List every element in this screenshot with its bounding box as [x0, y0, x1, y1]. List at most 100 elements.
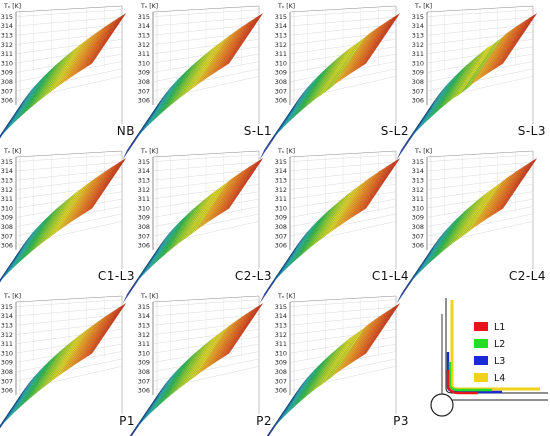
- surface-facet: [0, 277, 2, 281]
- z-tick-label: 310: [138, 59, 150, 67]
- z-axis-title: Tₙ [K]: [3, 3, 21, 10]
- z-tick-label: 306: [138, 387, 150, 395]
- z-tick-label: 312: [1, 186, 13, 194]
- axis-box: [289, 295, 397, 414]
- z-tick-label: 312: [138, 331, 150, 339]
- temperature-surface: [396, 158, 538, 304]
- temperature-surface: [0, 303, 127, 429]
- z-tick-label: 312: [412, 41, 424, 49]
- z-tick-label: 313: [138, 321, 150, 329]
- legend-label-l3: L3: [494, 356, 505, 367]
- panel-label: P1: [119, 414, 135, 428]
- z-tick-label: 313: [138, 31, 150, 39]
- z-tick-label: 315: [138, 13, 150, 21]
- temperature-surface: [0, 158, 127, 283]
- z-tick-label: 314: [275, 312, 287, 320]
- surface-facet: [362, 204, 369, 211]
- z-axis-title: Tₙ [K]: [414, 3, 432, 10]
- z-tick-label: 309: [138, 359, 150, 367]
- z-tick-label: 315: [412, 158, 424, 166]
- surface-panel-c2-l4: 306 307 308 309 310 311 312 313 314 315 Tₙ [K] C2-L…: [396, 147, 550, 304]
- surface-facet: [499, 204, 506, 211]
- surface-facet: [88, 204, 95, 211]
- z-axis-title: Tₙ [K]: [140, 293, 158, 300]
- z-tick-label: 315: [275, 158, 287, 166]
- axis-box: [15, 5, 123, 124]
- z-grid-line: [15, 68, 123, 92]
- z-tick-label: 314: [412, 167, 424, 175]
- z-tick-label: 313: [412, 176, 424, 184]
- z-tick-label: 306: [1, 97, 13, 105]
- temperature-surface: [259, 13, 401, 160]
- outer-wall-line: [445, 298, 548, 394]
- temperature-surface: [396, 13, 538, 160]
- z-grid-line: [426, 68, 534, 92]
- legend-swatch-l3: [474, 356, 488, 365]
- z-tick-label: 310: [1, 59, 13, 67]
- z-tick-label: 307: [275, 377, 287, 385]
- surface-panel-s-l2: 306 307 308 309 310 311 312 313 314 315 Tₙ [K] S-L2: [259, 2, 413, 160]
- z-tick-label: 306: [1, 242, 13, 250]
- legend-swatch-l4: [474, 373, 488, 382]
- z-tick-label: 314: [138, 312, 150, 320]
- z-tick-label: 307: [412, 87, 424, 95]
- z-tick-label: 308: [412, 78, 424, 86]
- surface-facet: [394, 158, 401, 164]
- z-tick-label: 307: [275, 232, 287, 240]
- surface-facet: [88, 59, 95, 66]
- z-tick-label: 307: [138, 232, 150, 240]
- panel-label: C1-L3: [97, 269, 135, 283]
- surface-facet: [88, 349, 95, 356]
- z-tick-label: 309: [1, 69, 13, 77]
- z-tick-label: 306: [138, 97, 150, 105]
- surface-facet: [257, 303, 264, 310]
- surface-facet: [120, 303, 127, 310]
- z-tick-label: 311: [275, 195, 287, 203]
- z-tick-label: 311: [1, 195, 13, 203]
- z-tick-label: 310: [275, 59, 287, 67]
- z-tick-label: 309: [275, 359, 287, 367]
- z-tick-label: 314: [412, 22, 424, 30]
- surface-panel-nb: 306 307 308 309 310 311 312 313 314 315 Tₙ [K] NB: [0, 2, 139, 146]
- surface-facet: [0, 423, 2, 427]
- z-grid-line: [15, 358, 123, 382]
- z-tick-label: 311: [412, 50, 424, 58]
- surface-facet: [362, 59, 369, 66]
- surface-facet: [225, 349, 232, 356]
- z-tick-label: 313: [275, 176, 287, 184]
- panel-label: NB: [116, 124, 135, 138]
- z-tick-label: 307: [1, 87, 13, 95]
- z-tick-label: 309: [1, 214, 13, 222]
- z-axis-title: Tₙ [K]: [277, 148, 295, 155]
- z-tick-label: 306: [275, 242, 287, 250]
- z-tick-label: 308: [275, 368, 287, 376]
- z-tick-label: 307: [1, 232, 13, 240]
- z-tick-label: 315: [1, 303, 13, 311]
- z-tick-label: 309: [275, 214, 287, 222]
- z-grid-line: [289, 68, 397, 92]
- z-axis-title: Tₙ [K]: [414, 148, 432, 155]
- z-tick-label: 312: [138, 41, 150, 49]
- surface-panel-s-l1: 306 307 308 309 310 311 312 313 314 315 Tₙ [K] S-L1: [122, 2, 276, 160]
- surface-facet: [362, 349, 369, 356]
- z-tick-label: 309: [275, 69, 287, 77]
- z-tick-label: 307: [275, 87, 287, 95]
- z-axis-title: Tₙ [K]: [3, 293, 21, 300]
- z-tick-label: 308: [412, 223, 424, 231]
- z-tick-label: 315: [1, 158, 13, 166]
- z-tick-label: 310: [275, 349, 287, 357]
- z-tick-label: 310: [412, 204, 424, 212]
- legend-label-l4: L4: [494, 373, 505, 384]
- z-tick-label: 314: [138, 22, 150, 30]
- legend-swatch-l1: [474, 322, 488, 331]
- z-tick-label: 306: [138, 242, 150, 250]
